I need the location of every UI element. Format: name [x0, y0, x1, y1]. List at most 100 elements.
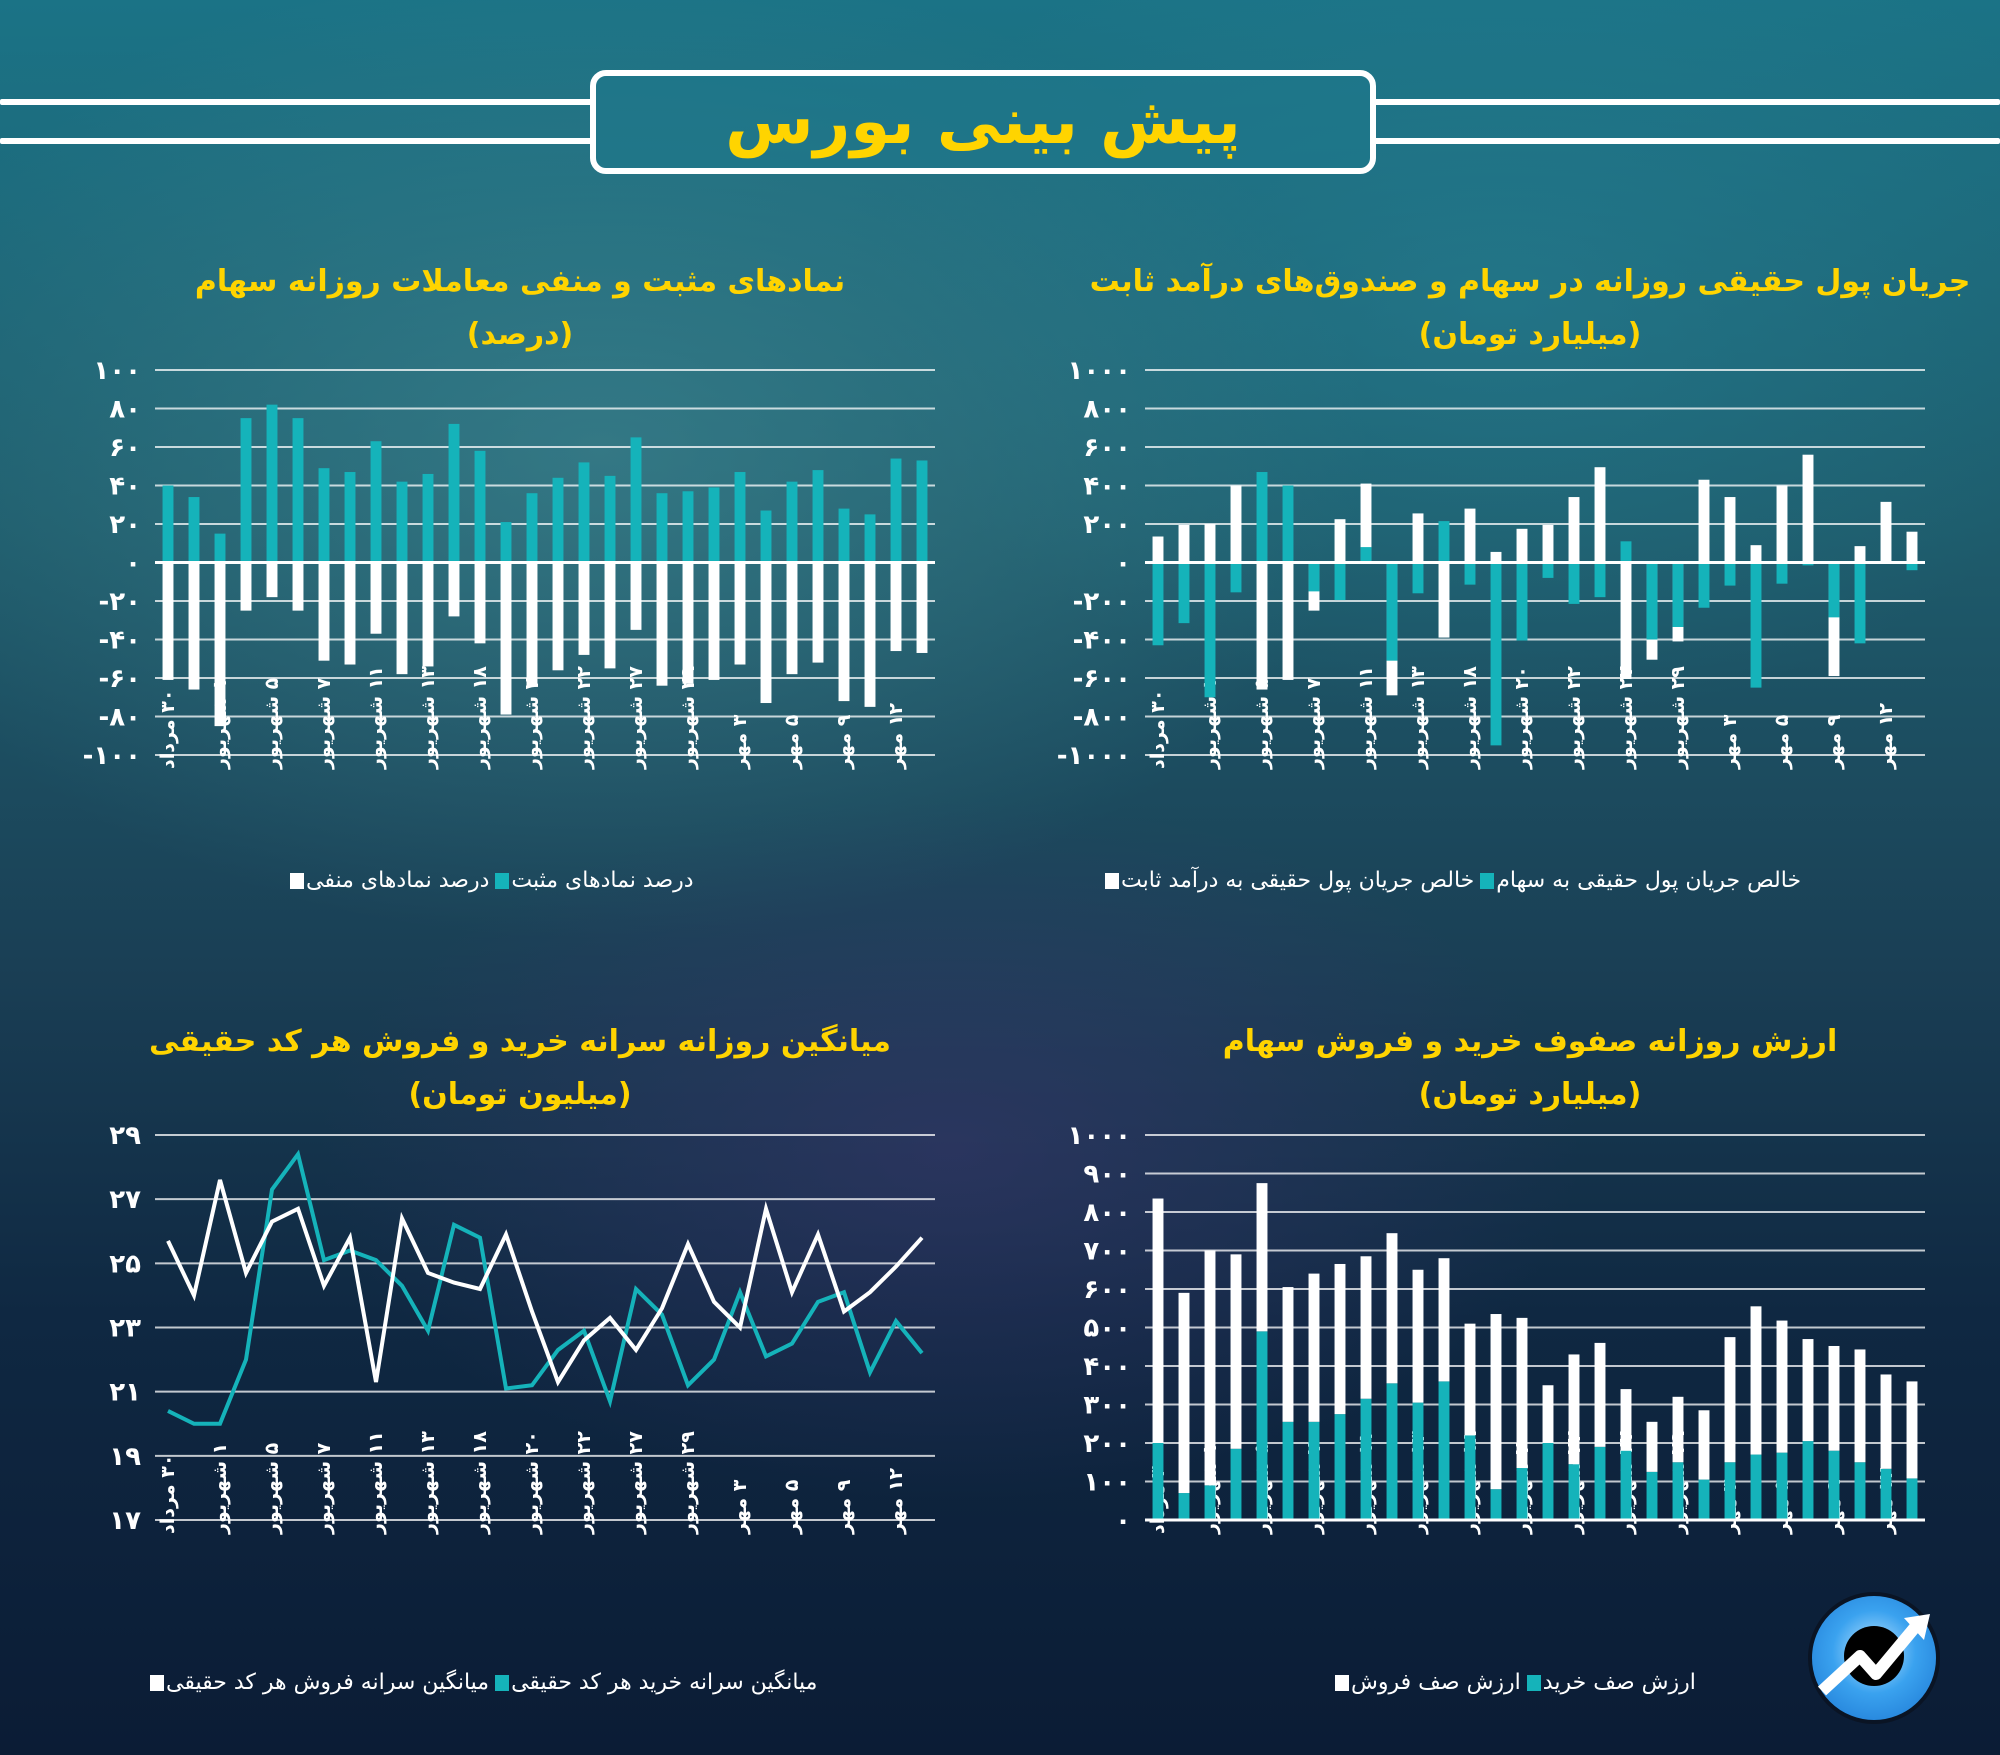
flow-bar: [1178, 562, 1190, 624]
flow-y-tick: ۱۰۰۰: [1068, 356, 1131, 386]
queues-bar-buy: [1204, 1485, 1216, 1520]
percapita-x-tick: ۵ شهریور: [261, 1442, 283, 1535]
symbols-bar: [812, 562, 824, 663]
queues-bar-sell: [1594, 1342, 1606, 1447]
symbols-bar: [786, 481, 798, 563]
percapita-chart-title-block: میانگین روزانه سرانه خرید و فروش هر کد ح…: [90, 1016, 950, 1121]
flow-bar-chart: ۱۰۰۰ ۸۰۰ ۶۰۰ ۴۰۰ ۲۰۰ ۰ -۲۰۰ -۴۰۰ -۶۰۰ -۸۰۰ -۱۰۰۰ ۳۰…: [1057, 356, 1925, 771]
symbols-legend-swatch: [495, 872, 510, 889]
queues-bar-buy: [1386, 1383, 1398, 1520]
flow-bar: [1776, 562, 1788, 584]
symbols-bar: [500, 562, 512, 715]
header-line-right-top: [1374, 99, 2000, 105]
symbols-x-tick: ۳۰ مرداد: [157, 690, 179, 769]
flow-bar: [1438, 521, 1450, 563]
queues-legend-item: ارزش صف فروش: [1335, 1670, 1521, 1695]
symbols-bar: [318, 468, 330, 563]
flow-bar: [1750, 562, 1762, 688]
queues-bar-sell: [1906, 1381, 1918, 1479]
queues-bar-sell: [1828, 1345, 1840, 1451]
queues-bar-buy: [1828, 1450, 1840, 1520]
percapita-chart-title: میانگین روزانه سرانه خرید و فروش هر کد ح…: [149, 1024, 891, 1059]
symbols-legend-label: درصد نمادهای مثبت: [511, 868, 694, 893]
queues-bar-sell: [1620, 1389, 1632, 1451]
flow-legend-item: خالص جریان پول حقیقی به درآمد ثابت: [1105, 868, 1474, 893]
queues-bar-sell: [1438, 1258, 1450, 1382]
queues-bar-sell: [1724, 1337, 1736, 1463]
symbols-bar: [318, 562, 330, 661]
symbols-bar: [734, 472, 746, 563]
symbols-bar: [838, 562, 850, 702]
symbols-bar: [864, 514, 876, 563]
queues-bar-sell: [1204, 1250, 1216, 1486]
percapita-x-tick: ۱ شهریور: [209, 1443, 231, 1535]
flow-bar: [1854, 562, 1866, 644]
queues-y-tick: ۷۰۰: [1083, 1237, 1131, 1267]
flow-x-tick: ۱۲ مهر: [1875, 703, 1897, 770]
symbols-bar: [708, 562, 720, 680]
percapita-y-tick: ۲۳: [109, 1314, 141, 1344]
queues-bar-sell: [1230, 1254, 1242, 1449]
symbols-bar: [370, 441, 382, 563]
queues-chart-title-block: ارزش روزانه صفوف خرید و فروش سهام (میلیا…: [1080, 1016, 1980, 1121]
flow-bar: [1880, 501, 1892, 563]
percapita-legend: میانگین سرانه خرید هر کد حقیقی میانگین سر…: [150, 1670, 817, 1695]
flow-bar: [1724, 562, 1736, 586]
flow-bar: [1308, 562, 1320, 592]
flow-chart-subtitle: (میلیارد تومان): [1418, 316, 1642, 352]
queues-bar-sell: [1282, 1287, 1294, 1422]
queues-legend: ارزش صف خرید ارزش صف فروش: [1335, 1670, 1696, 1695]
queues-bar-buy: [1152, 1443, 1164, 1520]
symbols-bar: [760, 510, 772, 563]
symbols-chart-title-block: نمادهای مثبت و منفی معاملات روزانه سهام …: [90, 256, 950, 361]
flow-y-tick: -۱۰۰۰: [1057, 741, 1131, 771]
percapita-line-chart: ۲۹ ۲۷ ۲۵ ۲۳ ۲۱ ۱۹ ۱۷ ۳۰ مرداد ۱ شهریور ۵ شهریور ۷ …: [109, 1121, 935, 1536]
flow-bar: [1360, 483, 1372, 563]
symbols-bar: [448, 562, 460, 617]
symbols-bar: [214, 562, 226, 727]
queues-chart-title: ارزش روزانه صفوف خرید و فروش سهام: [1222, 1024, 1838, 1059]
symbols-bar: [916, 562, 928, 653]
symbols-x-tick: ۳ مهر: [729, 714, 751, 770]
queues-chart-subtitle: (میلیارد تومان): [1418, 1076, 1642, 1112]
flow-bar: [1360, 547, 1372, 563]
symbols-y-tick: -۲۰: [98, 587, 141, 617]
queues-bar-buy: [1776, 1452, 1788, 1520]
percapita-y-tick: ۲۱: [109, 1378, 141, 1408]
flow-bar: [1828, 562, 1840, 618]
queues-bar-buy: [1334, 1414, 1346, 1520]
symbols-legend-label: درصد نمادهای منفی: [306, 868, 490, 893]
percapita-x-tick: ۳۰ مرداد: [157, 1455, 179, 1534]
flow-bar: [1698, 562, 1710, 608]
symbols-legend: درصد نمادهای مثبت درصد نمادهای منفی: [290, 868, 694, 893]
symbols-bar: [344, 562, 356, 665]
flow-bar: [1386, 562, 1398, 661]
flow-x-tick: ۹ مهر: [1823, 714, 1845, 770]
symbols-x-tick: ۵ شهریور: [261, 677, 283, 770]
page-title: پیش بینی بورس: [725, 85, 1241, 159]
header-line-left-top: [0, 99, 592, 105]
queues-bar-buy: [1620, 1450, 1632, 1520]
flow-bar: [1490, 551, 1502, 563]
flow-legend: خالص جریان پول حقیقی به سهام خالص جریان پ…: [1105, 868, 1801, 893]
flow-bar: [1646, 562, 1658, 640]
queues-bar-sell: [1568, 1354, 1580, 1465]
flow-y-tick: -۴۰۰: [1073, 626, 1131, 656]
symbols-bar: [162, 485, 174, 563]
symbols-legend-item: درصد نمادهای مثبت: [495, 868, 694, 893]
symbols-bar: [500, 522, 512, 563]
symbols-y-tick: ۴۰: [109, 472, 141, 502]
symbols-x-tick: ۲۹ شهریور: [677, 666, 699, 770]
symbols-bar: [734, 562, 746, 665]
symbols-bar: [604, 562, 616, 669]
queues-bar-buy: [1412, 1402, 1424, 1520]
flow-bar: [1698, 479, 1710, 563]
percapita-x-tick: ۹ مهر: [833, 1479, 855, 1535]
symbols-y-tick: -۱۰۰: [83, 741, 141, 771]
flow-bar: [1516, 528, 1528, 563]
percapita-line: [167, 1149, 924, 1426]
flow-bar: [1594, 562, 1606, 598]
queues-bar-sell: [1854, 1349, 1866, 1463]
percapita-legend-item: میانگین سرانه فروش هر کد حقیقی: [150, 1670, 489, 1695]
